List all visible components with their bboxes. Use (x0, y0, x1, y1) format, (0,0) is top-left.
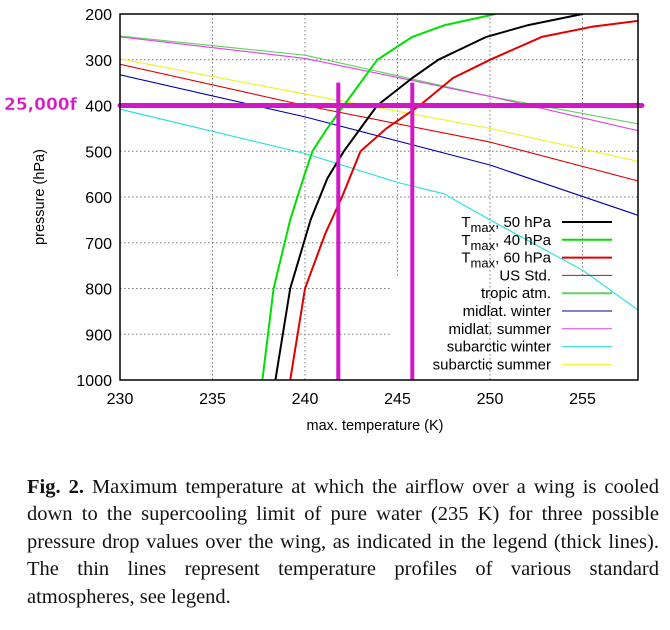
legend-label: Tmax, 50 hPa (461, 214, 551, 235)
legend-label: midlat. summer (448, 321, 551, 338)
series-line-tmax-60-hpa (289, 19, 638, 380)
series-line-us-std- (120, 63, 638, 182)
series-line-tmax-50-hpa (274, 14, 583, 380)
legend-label-rest: , 50 hPa (495, 214, 552, 231)
x-axis-label: max. temperature (K) (307, 418, 444, 434)
x-tick-label: 245 (384, 391, 411, 408)
y-tick-label: 800 (85, 282, 112, 299)
series-line-subarctic-summer (120, 58, 638, 162)
series-line-midlat-winter (120, 74, 638, 216)
series-line-subarctic-winter (120, 108, 638, 311)
x-tick-label: 230 (107, 391, 134, 408)
y-tick-label: 300 (85, 53, 112, 70)
legend-label-sub: max (471, 238, 496, 253)
series-line-tmax-40-hpa (261, 14, 496, 380)
legend-label: midlat. winter (463, 303, 551, 320)
y-tick-label: 600 (85, 190, 112, 207)
y-tick-label: 500 (85, 144, 112, 161)
y-axis-label: pressure (hPa) (32, 149, 48, 245)
highlight-lines (117, 82, 645, 380)
legend-label-main: T (461, 250, 470, 267)
legend-label-sub: max (471, 220, 496, 235)
grid (120, 14, 638, 380)
series-line-midlat-summer (120, 36, 638, 132)
y-tick-label: 400 (85, 99, 112, 116)
series-lines (120, 14, 638, 380)
x-tick-label: 255 (569, 391, 596, 408)
legend-label: subarctic summer (433, 356, 551, 373)
x-tick-label: 240 (292, 391, 319, 408)
legend-label-main: T (461, 214, 470, 231)
y-tick-label: 200 (85, 7, 112, 24)
y-tick-label: 900 (85, 327, 112, 344)
caption-text: Maximum temperature at which the airflow… (27, 476, 660, 608)
caption-label: Fig. 2. (27, 476, 84, 498)
y-tick-label: 1000 (76, 373, 112, 390)
legend-label-rest: , 40 hPa (495, 232, 552, 249)
chart: 230 235 240 245 250 255 200 300 400 500 600 700 800 9… (4, 7, 645, 434)
legend-label: Tmax, 40 hPa (461, 232, 551, 253)
plot-frame (119, 13, 639, 381)
y-tick-label: 700 (85, 236, 112, 253)
legend-label-sub: max (471, 256, 496, 271)
x-tick-label: 250 (477, 391, 504, 408)
altitude-annotation: 25,000f (4, 95, 78, 115)
legend-label-main: T (461, 232, 470, 249)
x-tick-label: 235 (199, 391, 226, 408)
legend-label: tropic atm. (481, 285, 551, 302)
figure-caption: Fig. 2. Maximum temperature at which the … (27, 474, 659, 611)
legend-label: Tmax, 60 hPa (461, 250, 551, 271)
legend-label: subarctic winter (447, 339, 551, 356)
series-line-tropic-atm- (120, 35, 638, 125)
legend-label-rest: , 60 hPa (495, 250, 552, 267)
tick-labels: 230 235 240 245 250 255 200 300 400 500 600 700 800 9… (76, 7, 596, 408)
legend-label: US Std. (499, 267, 551, 284)
